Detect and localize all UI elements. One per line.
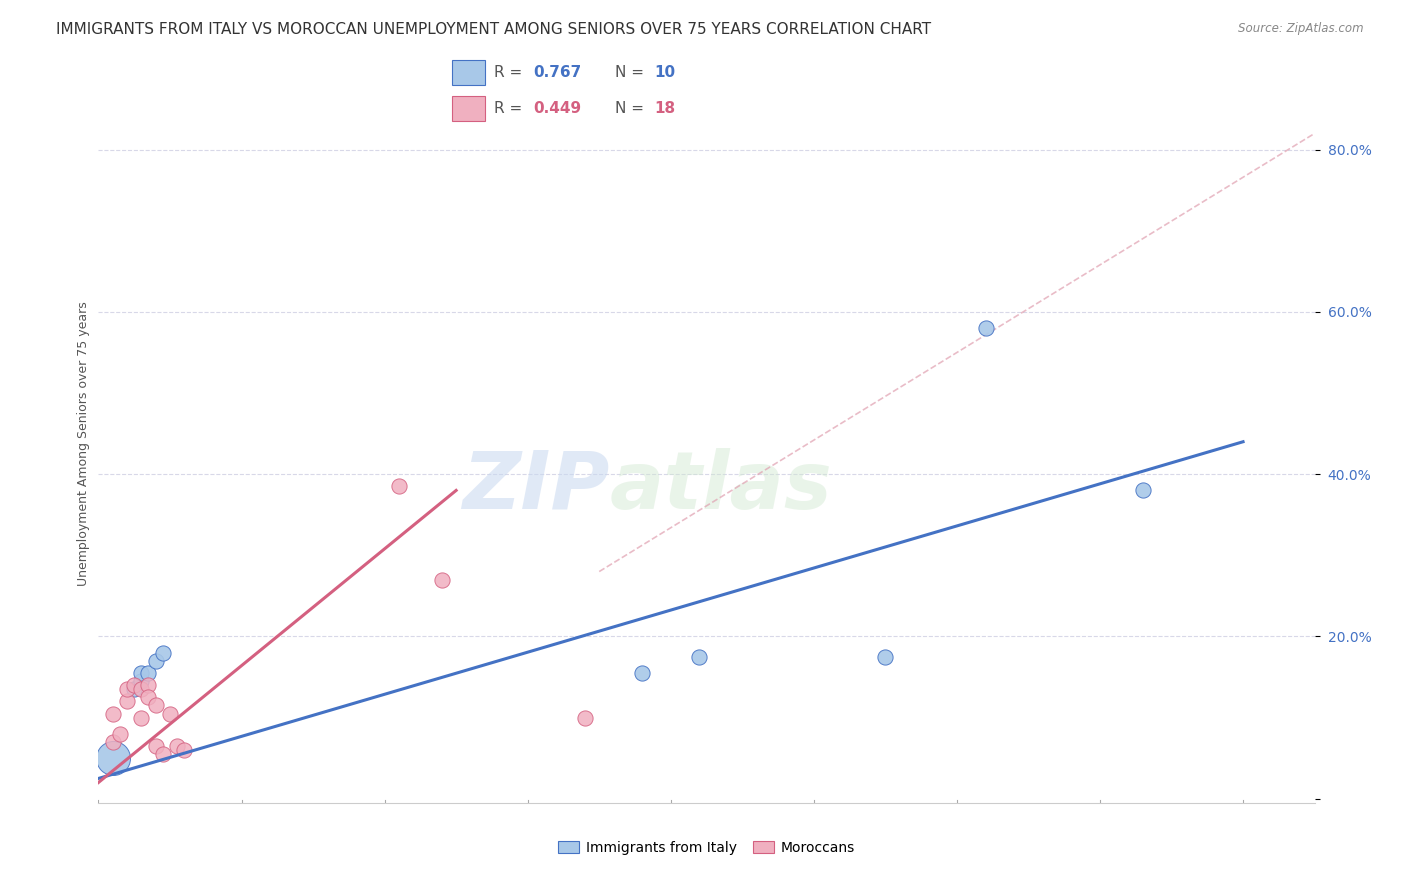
Text: 18: 18 (655, 102, 676, 117)
Point (138, 690, 160, 705)
Text: 0.449: 0.449 (534, 102, 582, 117)
Text: 0.767: 0.767 (534, 65, 582, 80)
Point (430, 573, 453, 587)
Point (388, 479, 411, 493)
Point (138, 678, 160, 692)
Legend: Immigrants from Italy, Moroccans: Immigrants from Italy, Moroccans (553, 836, 860, 861)
FancyBboxPatch shape (451, 61, 485, 86)
Point (131, 682, 153, 697)
Y-axis label: Unemployment Among Seniors over 75 years: Unemployment Among Seniors over 75 years (77, 301, 90, 586)
Point (145, 698, 167, 713)
Point (131, 674, 153, 689)
Point (688, 649, 710, 664)
Point (145, 739, 167, 753)
Text: IMMIGRANTS FROM ITALY VS MOROCCAN UNEMPLOYMENT AMONG SENIORS OVER 75 YEARS CORRE: IMMIGRANTS FROM ITALY VS MOROCCAN UNEMPL… (56, 22, 931, 37)
Point (152, 747, 174, 761)
Text: 10: 10 (655, 65, 676, 80)
Point (108, 727, 131, 741)
Point (101, 706, 124, 721)
Text: atlas: atlas (609, 448, 832, 526)
Point (1132, 483, 1154, 498)
Point (122, 678, 145, 692)
Text: ZIP: ZIP (461, 448, 609, 526)
Point (152, 646, 174, 660)
Text: R =: R = (495, 65, 527, 80)
Point (159, 706, 181, 721)
Text: N =: N = (616, 102, 650, 117)
Point (574, 710, 596, 724)
Text: R =: R = (495, 102, 527, 117)
Point (138, 665, 160, 680)
Point (131, 665, 153, 680)
Point (166, 739, 188, 753)
Text: Source: ZipAtlas.com: Source: ZipAtlas.com (1239, 22, 1364, 36)
Point (974, 321, 997, 335)
Point (101, 735, 124, 749)
Point (631, 665, 654, 680)
Point (115, 694, 138, 708)
Point (145, 654, 167, 668)
Point (101, 751, 124, 765)
Point (122, 682, 145, 697)
Point (875, 649, 897, 664)
Point (115, 682, 138, 697)
FancyBboxPatch shape (451, 96, 485, 121)
Point (131, 710, 153, 724)
Text: N =: N = (616, 65, 650, 80)
Point (173, 743, 195, 757)
